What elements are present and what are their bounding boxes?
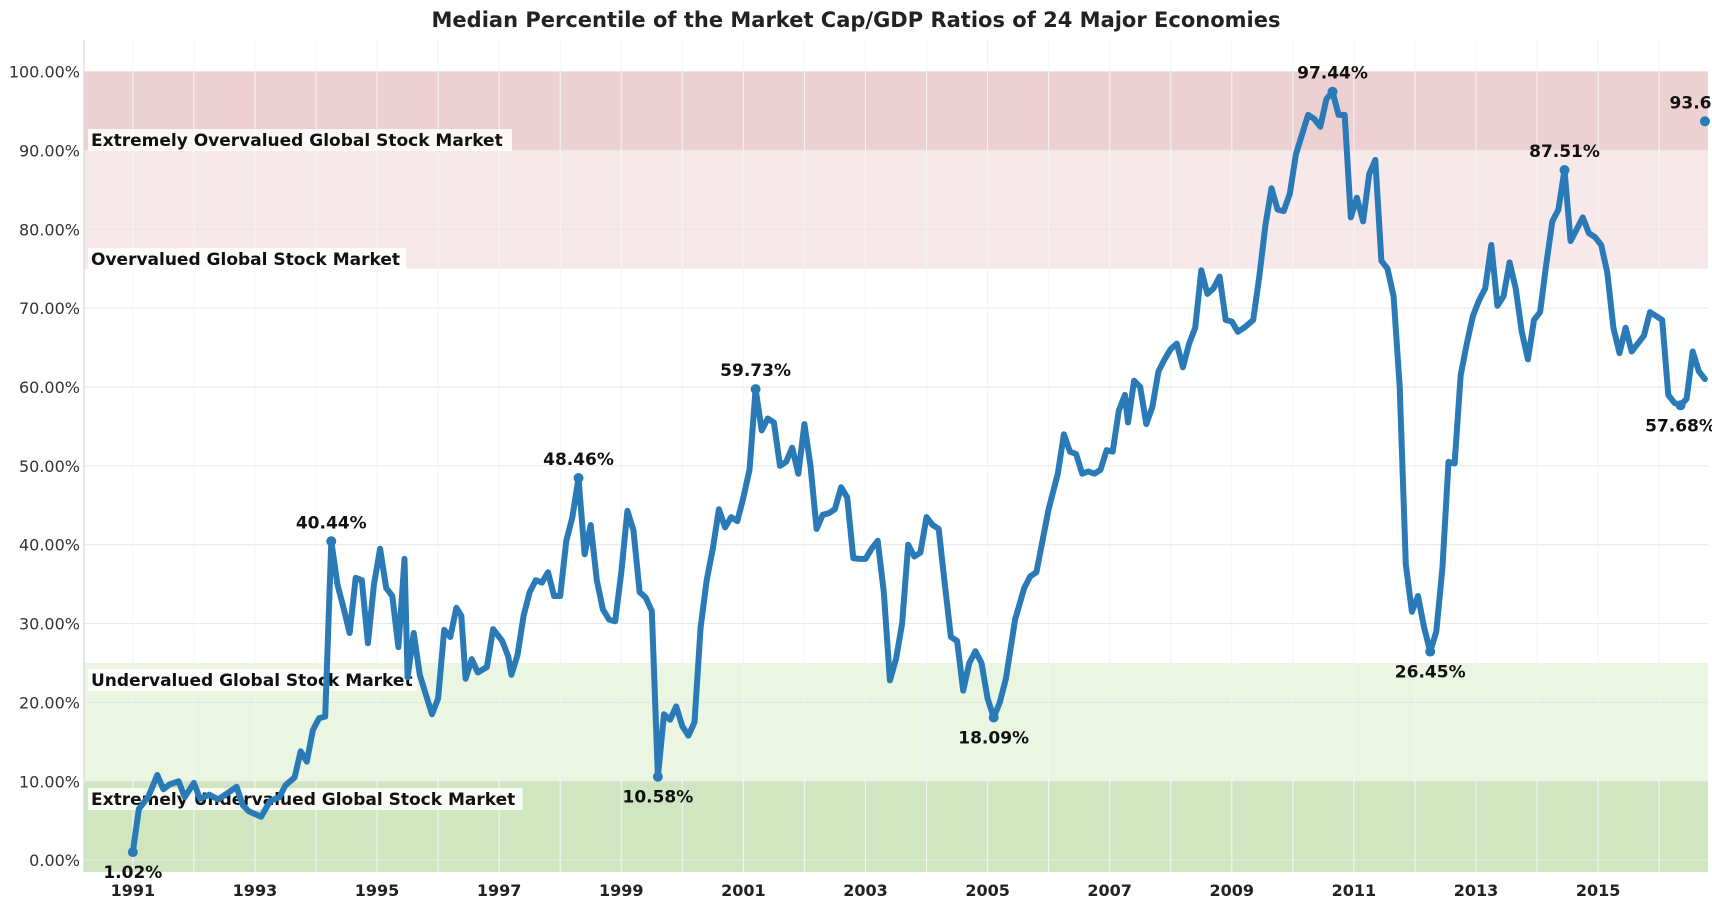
annotation-label: 59.73% xyxy=(720,361,791,381)
annotation-point xyxy=(988,712,999,723)
annotation-label: 48.46% xyxy=(543,450,614,470)
annotation-label: 26.45% xyxy=(1395,663,1466,683)
series-line-0 xyxy=(129,88,1708,856)
x-tick-label: 2013 xyxy=(1454,881,1499,900)
band-label-bg xyxy=(88,129,512,151)
y-axis: 0.00% 10.00% 20.00% 30.00% 40.00% 50.00% 60.00… xyxy=(9,63,80,871)
valuation-bands xyxy=(84,71,1708,872)
band-label-group: Undervalued Global Stock Market xyxy=(88,669,417,691)
annotation-label: 57.68% xyxy=(1645,416,1712,436)
x-tick-label: 2011 xyxy=(1332,881,1377,900)
x-tick-label: 1995 xyxy=(355,881,400,900)
x-tick-label: 1991 xyxy=(111,881,156,900)
annotation-label: 18.09% xyxy=(958,729,1029,749)
y-tick-label: 40.00% xyxy=(19,536,80,555)
y-tick-label: 50.00% xyxy=(19,457,80,476)
band-label-group: Overvalued Global Stock Market xyxy=(88,248,406,270)
x-tick-label: 2015 xyxy=(1576,881,1621,900)
annotation-point xyxy=(1327,86,1338,97)
annotation-label: 1.02% xyxy=(103,863,162,883)
annotation-point xyxy=(326,536,337,547)
x-tick-label: 2009 xyxy=(1210,881,1255,900)
band-label: Undervalued Global Stock Market xyxy=(91,671,413,691)
y-tick-label: 0.00% xyxy=(29,851,80,870)
annotation-label: 87.51% xyxy=(1529,142,1600,162)
y-tick-label: 30.00% xyxy=(19,615,80,634)
annotations: 1.02% 40.44% 48.46% 10.58% 59.73% 18.09% 97.44… xyxy=(103,64,1712,883)
annotation-point xyxy=(750,384,761,395)
x-axis: 1991 1993 1995 1997 1999 2001 2003 2005 2007 2009… xyxy=(111,881,1621,900)
band-label-group: Extremely Overvalued Global Stock Market xyxy=(88,129,512,151)
band-label: Extremely Undervalued Global Stock Marke… xyxy=(91,790,515,810)
y-tick-label: 60.00% xyxy=(19,378,80,397)
annotation-point xyxy=(1559,165,1570,176)
x-tick-label: 1997 xyxy=(477,881,522,900)
grid xyxy=(83,40,1708,872)
annotation-point xyxy=(127,847,138,858)
chart-title: Median Percentile of the Market Cap/GDP … xyxy=(432,8,1281,32)
x-tick-label: 1999 xyxy=(599,881,644,900)
annotation-point xyxy=(1675,400,1686,411)
series-layer xyxy=(129,88,1708,856)
annotation-point xyxy=(1699,116,1710,127)
y-tick-label: 10.00% xyxy=(19,772,80,791)
annotation-label: 97.44% xyxy=(1297,64,1368,84)
x-tick-label: 2001 xyxy=(721,881,766,900)
y-tick-label: 90.00% xyxy=(19,141,80,160)
band-label: Extremely Overvalued Global Stock Market xyxy=(91,131,503,151)
y-tick-label: 20.00% xyxy=(19,693,80,712)
annotation-point xyxy=(1425,646,1436,657)
band-label: Overvalued Global Stock Market xyxy=(91,250,400,270)
y-tick-label: 70.00% xyxy=(19,299,80,318)
y-tick-label: 100.00% xyxy=(9,63,80,82)
x-tick-label: 1993 xyxy=(233,881,278,900)
band-label-bg xyxy=(88,248,406,270)
x-tick-label: 2003 xyxy=(843,881,888,900)
x-tick-label: 2007 xyxy=(1087,881,1132,900)
x-tick-label: 2005 xyxy=(965,881,1010,900)
annotation-label: 40.44% xyxy=(296,513,367,533)
annotation-label: 93.69% xyxy=(1670,93,1712,113)
annotation-point xyxy=(652,771,663,782)
band-label-bg xyxy=(88,669,417,691)
annotation-point xyxy=(573,473,584,484)
annotation-label: 10.58% xyxy=(622,788,693,808)
y-tick-label: 80.00% xyxy=(19,220,80,239)
